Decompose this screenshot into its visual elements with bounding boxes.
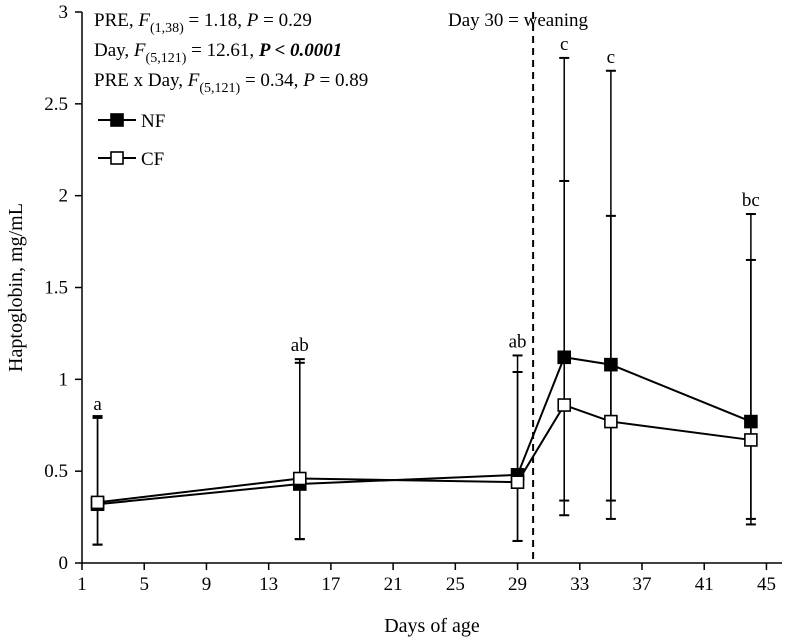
y-tick-label: 0 bbox=[59, 553, 69, 574]
legend-item-nf: NF bbox=[98, 111, 165, 132]
x-tick-label: 29 bbox=[508, 574, 527, 595]
axes: 0 0.5 1 1.5 2 2.5 3 1 5 9 13 17 21 25 29 33 37 41 45 bbox=[44, 2, 782, 595]
weaning-reference: Day 30 = weaning bbox=[448, 10, 588, 563]
data-point bbox=[604, 357, 618, 372]
weaning-label: Day 30 = weaning bbox=[448, 10, 588, 31]
significance-letter: ab bbox=[509, 331, 527, 352]
legend-label: CF bbox=[141, 149, 164, 170]
x-tick-label: 33 bbox=[570, 574, 589, 595]
series-line bbox=[97, 356, 752, 506]
y-tick-label: 2 bbox=[59, 186, 69, 207]
data-point bbox=[510, 475, 525, 489]
data-point bbox=[744, 433, 758, 447]
x-tick-label: 25 bbox=[446, 574, 465, 595]
x-tick-label: 13 bbox=[259, 574, 278, 595]
data-point bbox=[557, 398, 572, 412]
significance-letter: c bbox=[607, 47, 615, 68]
legend-marker bbox=[110, 113, 124, 127]
significance-letter: ab bbox=[291, 335, 309, 356]
data-point bbox=[744, 414, 758, 429]
y-tick-label: 2.5 bbox=[44, 94, 68, 115]
legend-label: NF bbox=[141, 111, 165, 132]
markers-nf bbox=[90, 350, 758, 512]
y-tick-label: 1 bbox=[59, 369, 69, 390]
x-tick-label: 1 bbox=[77, 574, 87, 595]
x-tick-label: 41 bbox=[695, 574, 714, 595]
legend: NF CF bbox=[98, 111, 165, 170]
y-axis-title: Haptoglobin, mg/mL bbox=[5, 203, 27, 372]
stat-line: PRE x Day, F(5,121) = 0.34, P = 0.89 bbox=[94, 70, 368, 96]
statistics-annotation: PRE, F(1,38) = 1.18, P = 0.29 Day, F(5,12… bbox=[94, 10, 368, 96]
data-point bbox=[557, 350, 572, 365]
y-tick-label: 0.5 bbox=[44, 461, 68, 482]
x-tick-label: 37 bbox=[633, 574, 652, 595]
x-tick-label: 21 bbox=[384, 574, 403, 595]
significance-letter: c bbox=[560, 34, 568, 55]
y-tick-label: 3 bbox=[59, 2, 69, 23]
x-tick-label: 9 bbox=[202, 574, 212, 595]
series-nf bbox=[92, 56, 756, 546]
data-point bbox=[604, 414, 618, 429]
series-layer bbox=[90, 56, 758, 546]
x-axis-title: Days of age bbox=[384, 615, 480, 637]
stat-line: PRE, F(1,38) = 1.18, P = 0.29 bbox=[94, 10, 312, 36]
legend-marker bbox=[110, 151, 124, 165]
series-line bbox=[97, 403, 752, 504]
x-tick-label: 5 bbox=[139, 574, 149, 595]
data-point bbox=[292, 471, 307, 486]
markers-cf bbox=[90, 398, 758, 510]
legend-item-cf: CF bbox=[98, 149, 164, 170]
y-tick-label: 1.5 bbox=[44, 278, 68, 299]
data-point bbox=[90, 495, 105, 510]
x-tick-label: 17 bbox=[321, 574, 340, 595]
series-cf bbox=[92, 179, 756, 546]
significance-letters: a ab ab c c bc bbox=[93, 34, 760, 415]
significance-letter: a bbox=[93, 394, 102, 415]
significance-letter: bc bbox=[742, 190, 760, 211]
x-tick-label: 45 bbox=[757, 574, 776, 595]
stat-line: Day, F(5,121) = 12.61, P < 0.0001 bbox=[94, 40, 342, 66]
